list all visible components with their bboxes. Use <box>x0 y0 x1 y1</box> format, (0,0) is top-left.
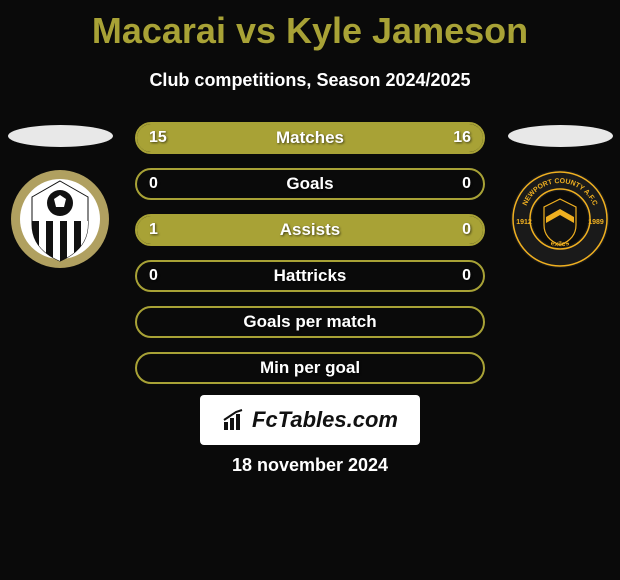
stat-value-left: 1 <box>149 221 158 239</box>
stat-row: Goals per match <box>135 306 485 338</box>
stat-value-right: 0 <box>462 175 471 193</box>
stat-label: Assists <box>280 220 340 240</box>
stat-label: Matches <box>276 128 344 148</box>
stat-row: Goals 0 0 <box>135 168 485 200</box>
stat-row: Matches 15 16 <box>135 122 485 154</box>
stat-value-right: 0 <box>462 221 471 239</box>
page-title: Macarai vs Kyle Jameson <box>0 0 620 52</box>
stat-row: Hattricks 0 0 <box>135 260 485 292</box>
nation-flag-left <box>8 125 113 147</box>
notts-county-badge-icon <box>10 169 110 269</box>
stat-label: Min per goal <box>260 358 360 378</box>
chart-icon <box>222 408 246 432</box>
stat-label: Goals <box>286 174 333 194</box>
stat-value-right: 16 <box>453 129 471 147</box>
stat-row: Min per goal <box>135 352 485 384</box>
stat-label: Goals per match <box>243 312 376 332</box>
branding: FcTables.com <box>200 395 420 445</box>
svg-text:1912: 1912 <box>516 219 532 226</box>
club-badge-left <box>10 169 110 269</box>
stats-container: Matches1516Goals00Assists10Hattricks00Go… <box>135 122 485 398</box>
club-badge-right: NEWPORT COUNTY A.F.C exiles 1912 1989 <box>510 169 610 269</box>
club-right: NEWPORT COUNTY A.F.C exiles 1912 1989 <box>500 125 620 269</box>
nation-flag-right <box>508 125 613 147</box>
stat-value-left: 0 <box>149 267 158 285</box>
svg-text:1989: 1989 <box>588 219 604 226</box>
stat-row: Assists 1 0 <box>135 214 485 246</box>
page-subtitle: Club competitions, Season 2024/2025 <box>0 70 620 91</box>
newport-county-badge-icon: NEWPORT COUNTY A.F.C exiles 1912 1989 <box>510 169 610 269</box>
stat-value-right: 0 <box>462 267 471 285</box>
stat-label: Hattricks <box>274 266 347 286</box>
stat-value-left: 0 <box>149 175 158 193</box>
stat-value-left: 15 <box>149 129 167 147</box>
club-left <box>0 125 120 269</box>
branding-text: FcTables.com <box>252 407 398 433</box>
date: 18 november 2024 <box>0 455 620 476</box>
